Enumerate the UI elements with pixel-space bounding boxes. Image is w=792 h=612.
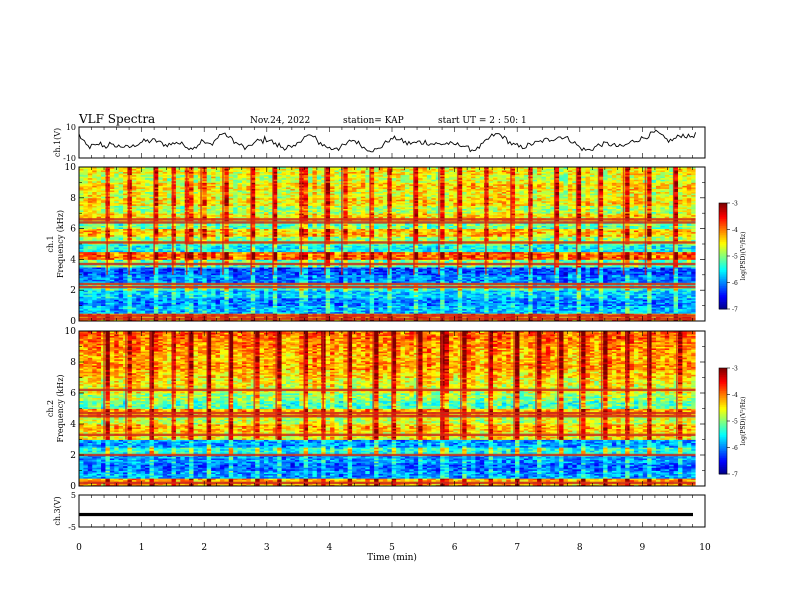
date-label: Nov.24, 2022 — [250, 116, 310, 126]
ch1-waveform-ylabel: ch.1(V) — [53, 128, 62, 157]
figure-title: VLF Spectra — [78, 112, 155, 126]
ch1-spectrogram-cells — [79, 167, 696, 321]
ch1-waveform-ytick-label: 10 — [66, 123, 76, 132]
vlf-spectra-figure: VLF Spectra Nov.24, 2022 station= KAP st… — [0, 0, 792, 612]
station-label: station= KAP — [343, 116, 404, 126]
start-time-label: start UT = 2 : 50: 1 — [438, 116, 527, 126]
ch1-waveform-ytick-label: -10 — [63, 154, 76, 163]
ch1-waveform-trace — [79, 130, 696, 152]
